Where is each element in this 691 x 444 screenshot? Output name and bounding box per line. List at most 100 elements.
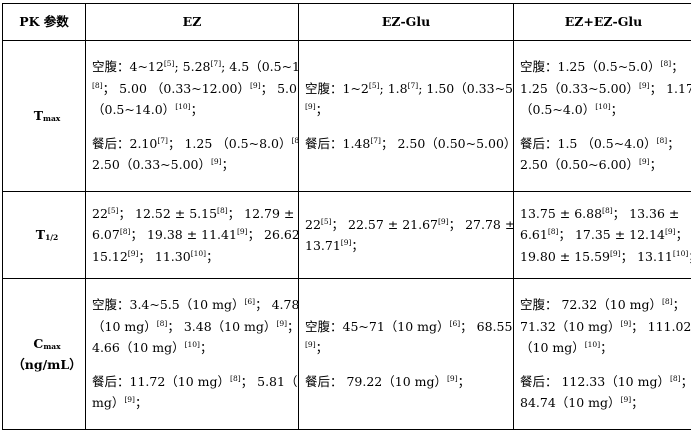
header-ez-plus-ez-glu: EZ+EZ-Glu [513,3,691,41]
citation-ref: [9] [305,340,316,350]
fasting-block: 空腹：1.25（0.5~5.0）[8]； 1.25（0.33~5.00）[9]； … [520,56,691,121]
values-block: 22[5]； 12.52 ± 5.15[8]； 12.79 ±6.07[8]； … [92,203,298,268]
text-line: 空腹：1~2[5]; 1.8[7]; 1.50（0.33~5.00） [305,78,513,100]
text-segment: ； [672,297,686,313]
text-segment: 空腹：1~2 [305,80,369,96]
text-line: 22[5]； 12.52 ± 5.15[8]； 12.79 ± [92,203,298,225]
text-segment: ； 5.81（10 [240,373,298,389]
text-line: 2.50（0.33~5.00）[9]； [92,154,298,176]
text-segment: ； [681,374,691,389]
text-segment: 4.66（10 mg） [92,340,185,356]
citation-ref: [9] [124,395,135,405]
text-segment: ； 68.55（10 mg） [460,318,513,334]
citation-ref: [9] [438,216,449,226]
citation-ref: [8] [217,205,228,215]
text-segment: ； 27.78 ± [448,216,513,232]
citation-ref: [8] [602,205,613,215]
text-segment: 餐后：1.5 （0.5~4.0） [520,135,657,151]
text-segment: 餐后： 79.22（10 mg） [305,373,447,389]
citation-ref: [9] [638,157,650,167]
text-segment: ； 5.0 [260,80,297,96]
text-segment: 空腹：4~12 [92,59,164,75]
citation-ref: [5] [163,59,175,69]
text-segment: mg） [92,395,125,411]
citation-ref: [10] [184,340,200,350]
text-segment: 空腹：1.25（0.5~5.0） [520,59,661,75]
text-segment: ； [287,319,298,334]
cell-t-half-ez-plus-ez-glu: 13.75 ± 6.88[8]； 13.36 ±6.61[8]； 17.35 ±… [513,191,691,279]
text-segment: ； [675,227,689,243]
text-line: （0.5~4.0）[10]； [520,99,691,121]
text-segment: ； 5.00 （0.33~12.00） [102,80,250,96]
text-line: 空腹：4~12[5]; 5.28[7]; 4.5（0.5~12） [92,56,298,78]
pk-parameters-table: PK 参数 EZ EZ-Glu EZ+EZ-Glu Tmax 空腹：4~12[5… [2,3,691,430]
citation-ref: [5] [368,80,380,90]
text-segment: 空腹：45~71（10 mg） [305,318,450,334]
text-segment: 13.75 ± 6.88 [520,205,603,221]
text-line: 22[5]； 22.57 ± 21.67[9]； 27.78 ± [305,214,513,236]
text-segment: ； [351,238,364,253]
text-segment: ； 12.79 ± [227,205,295,221]
citation-ref: [9] [236,227,248,237]
citation-ref: [9] [620,395,632,405]
text-segment: （10 mg） [520,340,585,356]
text-segment: ; 1.8 [379,80,408,96]
text-segment: ； 11.30 [138,248,191,264]
text-segment: ； 26.62 ± [247,227,298,243]
text-line: [9]； [305,337,513,359]
text-line: 13.71[9]； [305,235,513,257]
cell-cmax-ez-plus-ez-glu: 空腹： 72.32（10 mg）[8]； 71.32（10 mg）[9]； 111… [513,278,691,430]
text-segment: 6.61 [520,227,548,243]
text-segment: 2.50（0.33~5.00） [92,157,211,173]
cell-cmax-ez-glu: 空腹：45~71（10 mg）[6]； 68.55（10 mg）[9]； 餐后：… [298,278,514,430]
cell-tmax-ez-plus-ez-glu: 空腹：1.25（0.5~5.0）[8]； 1.25（0.33~5.00）[9]； … [513,40,691,192]
text-segment: ； 111.02 [631,318,691,334]
values-block: 13.75 ± 6.88[8]； 13.36 ±6.61[8]； 17.35 ±… [520,203,691,268]
cell-t-half-ez-glu: 22[5]； 22.57 ± 21.67[9]； 27.78 ±13.71[9]… [298,191,514,279]
fasting-block: 空腹：45~71（10 mg）[6]； 68.55（10 mg）[9]； [305,316,513,359]
text-line: 2.50（0.50~6.00）[9]； [520,154,691,176]
text-line: 4.66（10 mg）[10]； [92,337,298,359]
text-segment: ； [688,249,691,264]
citation-ref: [9] [620,318,632,328]
text-segment: ； [315,102,329,118]
text-segment: 2.50（0.50~6.00） [520,157,639,173]
text-line: 餐后：11.72（10 mg）[8]； 5.81（10 [92,371,298,393]
text-segment: 22 [305,216,321,232]
citation-ref: [8] [291,135,298,145]
text-segment: 22 [92,205,108,221]
text-line: 71.32（10 mg）[9]； 111.02 [520,316,691,338]
text-segment: ； [199,340,213,356]
text-segment: 空腹： 72.32（10 mg） [520,297,662,313]
fasting-block: 空腹：1~2[5]; 1.8[7]; 1.50（0.33~5.00）[9]； [305,78,513,121]
citation-ref: [8] [230,373,241,383]
citation-ref: [10] [175,102,191,112]
citation-ref: [9] [447,373,458,383]
citation-ref: [9] [210,157,222,167]
citation-ref: [9] [127,248,139,258]
text-segment: ； [667,135,680,151]
text-line: 餐后： 79.22（10 mg）[9]； [305,371,513,393]
citation-ref: [7] [370,135,381,145]
text-segment: 餐后：2.10 [92,135,158,151]
values-block: 22[5]； 22.57 ± 21.67[9]； 27.78 ±13.71[9]… [305,214,513,257]
text-segment: ； 1.17 [649,80,691,96]
citation-ref: [8] [662,297,673,307]
citation-ref: [8] [119,227,131,237]
text-segment: 19.80 ± 15.59 [520,248,610,264]
text-segment: ； 12.52 ± 5.15 [118,205,218,221]
citation-ref: [9] [276,318,288,328]
text-segment: 餐后：1.48 [305,135,371,151]
fasting-block: 空腹： 72.32（10 mg）[8]； 71.32（10 mg）[9]； 111… [520,294,691,359]
text-line: 餐后：1.48[7]； 2.50（0.50~5.00）[9]； [305,133,513,155]
text-segment: ； 3.48（10 mg） [167,318,277,334]
citation-ref: [10] [672,248,689,258]
text-segment: ； [457,373,471,389]
text-segment: ； [649,157,663,173]
text-segment: （10 mg） [92,318,157,334]
citation-ref: [8] [660,59,672,69]
header-ez: EZ [85,3,299,41]
text-segment: （0.5~4.0） [520,102,596,118]
citation-ref: [6] [244,297,256,307]
